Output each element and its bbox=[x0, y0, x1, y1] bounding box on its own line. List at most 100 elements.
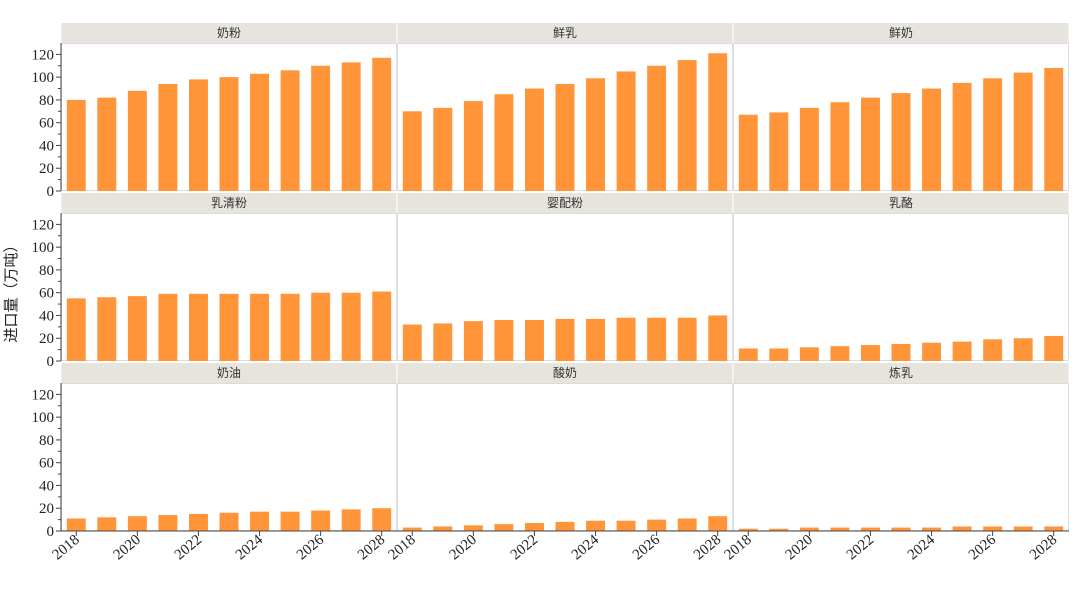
x-tick-label: 2020 bbox=[447, 532, 480, 564]
bar-婴配粉-2020 bbox=[463, 321, 483, 361]
bar-乳酪-2018 bbox=[738, 348, 758, 361]
bar-炼乳-2027 bbox=[1013, 526, 1033, 531]
y-tick-label: 0 bbox=[47, 354, 55, 370]
y-tick-label: 20 bbox=[39, 161, 54, 177]
bar-婴配粉-2021 bbox=[494, 320, 514, 361]
facet-strip bbox=[397, 193, 733, 213]
y-tick-label: 20 bbox=[39, 501, 54, 517]
x-tick-label: 2028 bbox=[1027, 532, 1060, 564]
x-tick-label: 2018 bbox=[50, 532, 83, 564]
x-tick-label: 2026 bbox=[966, 531, 1000, 563]
panel-background bbox=[733, 213, 1069, 361]
x-tick-label: 2028 bbox=[691, 532, 724, 564]
facet-label: 乳清粉 bbox=[211, 196, 247, 210]
bar-酸奶-2027 bbox=[677, 518, 697, 531]
bar-乳酪-2026 bbox=[983, 339, 1003, 361]
bar-酸奶-2018 bbox=[402, 527, 422, 531]
facet-label: 婴配粉 bbox=[547, 196, 583, 210]
facet-strip bbox=[61, 363, 397, 383]
bar-婴配粉-2022 bbox=[524, 320, 544, 361]
y-tick-label: 60 bbox=[39, 456, 54, 472]
bar-婴配粉-2028 bbox=[708, 315, 728, 361]
x-tick-label: 2022 bbox=[508, 532, 541, 564]
bar-奶油-2020 bbox=[127, 516, 147, 531]
y-axis-label: 进口量（万吨） bbox=[2, 237, 20, 342]
bar-酸奶-2020 bbox=[463, 525, 483, 531]
bar-鲜奶-2027 bbox=[1013, 72, 1033, 191]
bar-奶粉-2027 bbox=[341, 62, 361, 191]
bar-乳清粉-2024 bbox=[250, 293, 270, 361]
bar-婴配粉-2018 bbox=[402, 324, 422, 361]
facet-label: 炼乳 bbox=[889, 365, 913, 380]
facet-label: 鲜奶 bbox=[889, 26, 913, 40]
bar-婴配粉-2023 bbox=[555, 318, 575, 361]
x-tick-label: 2022 bbox=[172, 532, 205, 564]
bar-鲜乳-2019 bbox=[433, 107, 453, 191]
facet-strip bbox=[397, 23, 733, 43]
bar-鲜奶-2021 bbox=[830, 102, 850, 191]
bar-婴配粉-2024 bbox=[586, 318, 606, 361]
bar-鲜奶-2022 bbox=[860, 97, 880, 191]
bar-奶粉-2024 bbox=[250, 73, 270, 191]
bar-乳清粉-2027 bbox=[341, 292, 361, 361]
bar-乳酪-2020 bbox=[799, 347, 819, 361]
y-tick-label: 80 bbox=[39, 263, 54, 279]
bar-奶粉-2025 bbox=[280, 70, 300, 191]
bar-奶粉-2021 bbox=[158, 83, 178, 191]
bar-鲜乳-2020 bbox=[463, 101, 483, 191]
bar-婴配粉-2026 bbox=[647, 317, 667, 361]
bar-炼乳-2020 bbox=[799, 527, 819, 531]
x-tick-label: 2018 bbox=[722, 532, 755, 564]
bar-婴配粉-2019 bbox=[433, 323, 453, 361]
bar-乳酪-2021 bbox=[830, 346, 850, 361]
bar-婴配粉-2025 bbox=[616, 317, 636, 361]
bar-鲜乳-2028 bbox=[708, 53, 728, 191]
bar-乳酪-2022 bbox=[860, 345, 880, 361]
bar-乳清粉-2018 bbox=[66, 298, 86, 361]
bar-奶油-2025 bbox=[280, 511, 300, 531]
facet-strip bbox=[61, 23, 397, 43]
bar-鲜奶-2028 bbox=[1044, 68, 1064, 191]
y-tick-label: 0 bbox=[47, 184, 55, 200]
facet-strip bbox=[397, 363, 733, 383]
x-tick-label: 2018 bbox=[386, 532, 419, 564]
bar-炼乳-2019 bbox=[769, 528, 789, 531]
bar-乳酪-2027 bbox=[1013, 338, 1033, 361]
bar-乳酪-2028 bbox=[1044, 335, 1064, 361]
bar-乳清粉-2026 bbox=[311, 292, 331, 361]
bar-乳酪-2025 bbox=[952, 341, 972, 361]
y-tick-label: 40 bbox=[39, 138, 54, 154]
bar-炼乳-2023 bbox=[891, 527, 911, 531]
facet-strip bbox=[61, 193, 397, 213]
y-tick-label: 60 bbox=[39, 286, 54, 302]
bar-鲜乳-2024 bbox=[586, 78, 606, 191]
y-tick-label: 40 bbox=[39, 478, 54, 494]
x-tick-label: 2026 bbox=[294, 531, 328, 563]
bar-炼乳-2024 bbox=[922, 527, 942, 531]
bar-奶油-2028 bbox=[372, 508, 392, 531]
bar-酸奶-2021 bbox=[494, 524, 514, 531]
bar-奶粉-2019 bbox=[97, 97, 117, 191]
bar-奶油-2022 bbox=[188, 513, 208, 531]
facet-strip bbox=[733, 363, 1069, 383]
bar-酸奶-2028 bbox=[708, 516, 728, 531]
x-tick-label: 2028 bbox=[355, 532, 388, 564]
bar-奶油-2021 bbox=[158, 515, 178, 531]
bar-鲜奶-2023 bbox=[891, 93, 911, 191]
bar-奶粉-2023 bbox=[219, 77, 239, 191]
bar-炼乳-2028 bbox=[1044, 526, 1064, 531]
panel-background bbox=[733, 383, 1069, 531]
bar-鲜乳-2025 bbox=[616, 71, 636, 191]
bar-鲜乳-2027 bbox=[677, 60, 697, 191]
bar-乳酪-2024 bbox=[922, 342, 942, 361]
bar-酸奶-2022 bbox=[524, 523, 544, 531]
bar-炼乳-2022 bbox=[860, 527, 880, 531]
x-tick-label: 2024 bbox=[233, 531, 267, 563]
y-tick-label: 40 bbox=[39, 308, 54, 324]
bar-婴配粉-2027 bbox=[677, 317, 697, 361]
panel-background bbox=[61, 383, 397, 531]
facet-label: 乳酪 bbox=[889, 195, 913, 210]
bar-鲜奶-2019 bbox=[769, 112, 789, 191]
bar-酸奶-2026 bbox=[647, 519, 667, 531]
